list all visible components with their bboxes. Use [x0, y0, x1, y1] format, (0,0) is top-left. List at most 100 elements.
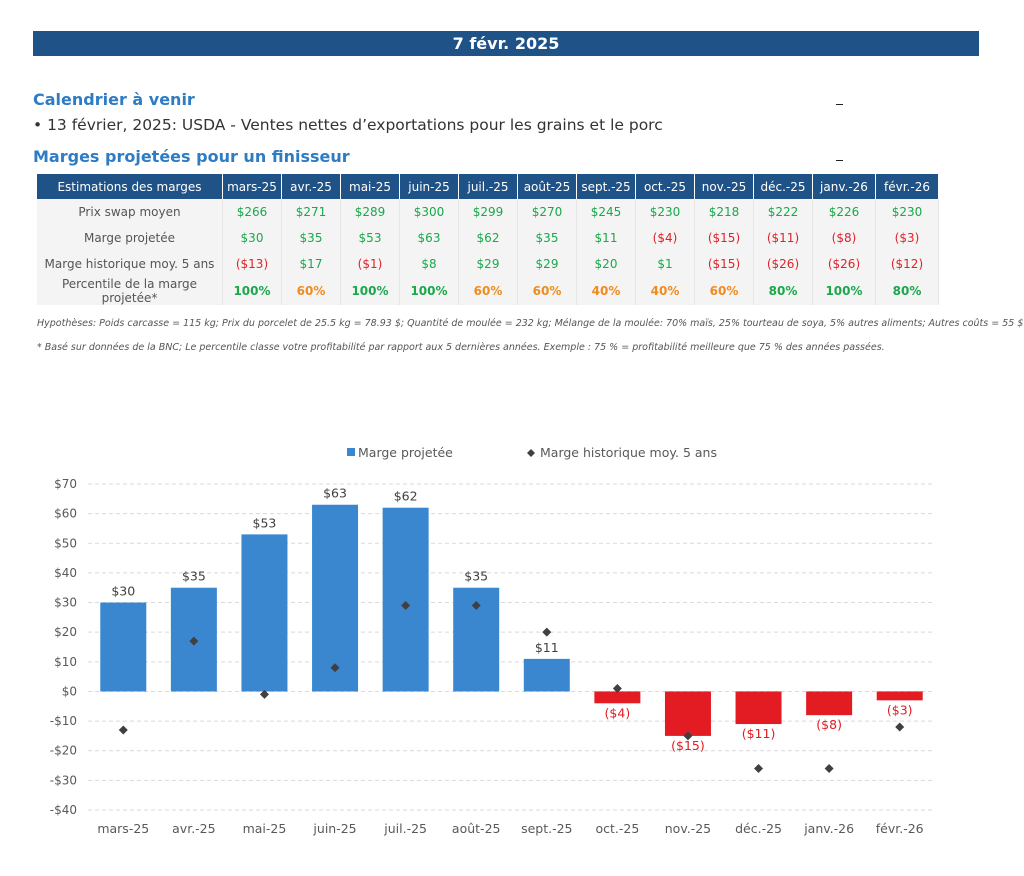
- historic-marker: [683, 731, 693, 741]
- bar: [241, 534, 288, 692]
- x-tick-label: sept.-25: [521, 821, 572, 836]
- bar-data-label: ($11): [742, 726, 776, 741]
- dash-mark: [836, 104, 843, 105]
- y-tick-label: $60: [54, 507, 77, 521]
- month-header: nov.-25: [694, 174, 754, 199]
- table-cell: $270: [517, 199, 577, 225]
- table-cell: ($11): [753, 225, 813, 251]
- historic-marker: [330, 663, 340, 673]
- bar: [312, 504, 359, 692]
- month-header: juin-25: [399, 174, 459, 199]
- table-cell: $266: [222, 199, 282, 225]
- row-label: Percentile de la marge projetée*: [37, 277, 223, 305]
- historic-marker: [542, 627, 552, 637]
- table-cell: ($13): [222, 251, 282, 277]
- historic-marker: [754, 764, 764, 774]
- historic-marker: [189, 636, 199, 646]
- month-header: juil.-25: [458, 174, 518, 199]
- table-cell: $218: [694, 199, 754, 225]
- date-banner: 7 févr. 2025: [33, 31, 979, 56]
- table-cell: ($15): [694, 225, 754, 251]
- table-cell: ($4): [635, 225, 695, 251]
- table-cell: ($26): [753, 251, 813, 277]
- x-tick-label: déc.-25: [735, 821, 782, 836]
- table-header-row: Estimations des marges mars-25 avr.-25 m…: [37, 174, 939, 199]
- bar: [664, 691, 711, 736]
- bar-data-label: $63: [323, 486, 347, 501]
- table-cell: ($3): [875, 225, 939, 251]
- bar: [876, 691, 923, 701]
- table-cell: $30: [222, 225, 282, 251]
- month-header: avr.-25: [281, 174, 341, 199]
- table-cell: 40%: [576, 277, 636, 305]
- row-label: Marge historique moy. 5 ans: [37, 251, 223, 277]
- historic-marker: [471, 601, 481, 611]
- bar: [523, 658, 570, 692]
- x-tick-label: nov.-25: [665, 821, 711, 836]
- bar-data-label: ($3): [887, 702, 913, 717]
- table-cell: $271: [281, 199, 341, 225]
- bar: [594, 691, 641, 704]
- bar: [806, 691, 853, 716]
- table-cell: ($12): [875, 251, 939, 277]
- x-tick-label: juil.-25: [383, 821, 427, 836]
- bar-data-label: $35: [464, 569, 488, 584]
- legend-bar-swatch: [347, 448, 355, 456]
- table-cell: ($8): [812, 225, 876, 251]
- historic-marker: [401, 601, 411, 611]
- calendar-item: • 13 février, 2025: USDA - Ventes nettes…: [33, 116, 663, 134]
- x-tick-label: oct.-25: [595, 821, 639, 836]
- table-row: Marge historique moy. 5 ans ($13) $17 ($…: [37, 251, 939, 277]
- month-header: oct.-25: [635, 174, 695, 199]
- bar-data-label: $30: [111, 584, 135, 599]
- historic-marker: [824, 764, 834, 774]
- legend-diamond-swatch: [527, 449, 535, 457]
- bar: [735, 691, 782, 725]
- table-cell: $300: [399, 199, 459, 225]
- table-cell: $20: [576, 251, 636, 277]
- bar: [100, 602, 147, 692]
- table-cell: $222: [753, 199, 813, 225]
- table-cell: 60%: [694, 277, 754, 305]
- bar: [170, 587, 217, 692]
- table-cell: $29: [458, 251, 518, 277]
- x-tick-label: janv.-26: [803, 821, 854, 836]
- margins-table: Estimations des marges mars-25 avr.-25 m…: [37, 174, 939, 305]
- historic-marker: [612, 683, 622, 693]
- table-row: Marge projetée $30 $35 $53 $63 $62 $35 $…: [37, 225, 939, 251]
- x-tick-label: juin-25: [312, 821, 356, 836]
- table-cell: ($15): [694, 251, 754, 277]
- hypotheses-note: Hypothèses: Poids carcasse = 115 kg; Pri…: [37, 318, 1024, 329]
- month-header: août-25: [517, 174, 577, 199]
- legend-label-projected: Marge projetée: [358, 445, 453, 460]
- table-cell: 60%: [517, 277, 577, 305]
- table-cell: 80%: [753, 277, 813, 305]
- y-tick-label: $20: [54, 625, 77, 639]
- y-tick-label: $50: [54, 536, 77, 550]
- table-cell: 80%: [875, 277, 939, 305]
- table-cell: $35: [281, 225, 341, 251]
- row-label: Prix swap moyen: [37, 199, 223, 225]
- x-tick-label: août-25: [452, 821, 501, 836]
- bar: [453, 587, 500, 692]
- table-cell: 60%: [458, 277, 518, 305]
- bar-data-label: $62: [394, 489, 418, 504]
- month-header: mars-25: [222, 174, 282, 199]
- table-cell: $35: [517, 225, 577, 251]
- bar-data-label: ($4): [605, 705, 631, 720]
- bar-data-label: $11: [535, 640, 559, 655]
- table-cell: $53: [340, 225, 400, 251]
- table-cell: $62: [458, 225, 518, 251]
- y-tick-label: $30: [54, 596, 77, 610]
- table-header-label: Estimations des marges: [37, 174, 223, 199]
- y-tick-label: $10: [54, 655, 77, 669]
- margins-title: Marges projetées pour un finisseur: [33, 147, 350, 166]
- x-tick-label: avr.-25: [172, 821, 215, 836]
- bar-data-label: $35: [182, 569, 206, 584]
- table-cell: 60%: [281, 277, 341, 305]
- bar: [382, 507, 429, 692]
- y-tick-label: $0: [62, 684, 77, 698]
- table-cell: ($1): [340, 251, 400, 277]
- bar-data-label: ($8): [816, 717, 842, 732]
- table-row: Prix swap moyen $266 $271 $289 $300 $299…: [37, 199, 939, 225]
